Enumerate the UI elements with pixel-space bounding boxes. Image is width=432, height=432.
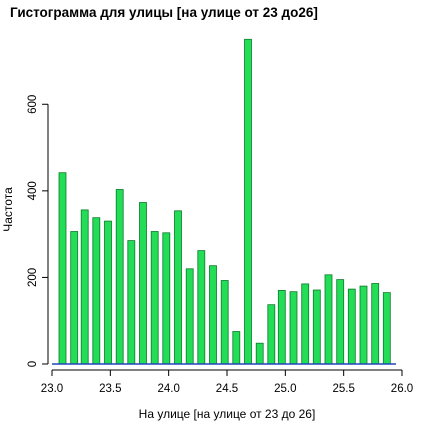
plot-area <box>52 38 396 365</box>
x-tick-label: 24.5 <box>216 383 238 395</box>
histogram-bar <box>139 202 147 365</box>
x-tick-label: 25.5 <box>332 383 354 395</box>
histogram-bar <box>267 304 276 365</box>
histogram-bar <box>312 289 321 365</box>
histogram-bar <box>58 172 67 365</box>
histogram-bar <box>127 240 136 365</box>
x-tick-label: 24.0 <box>157 383 179 395</box>
y-tick-label: 200 <box>27 268 39 287</box>
histogram-bar <box>277 289 286 365</box>
y-tick-label: 400 <box>27 181 39 200</box>
histogram-bar <box>115 189 124 365</box>
chart-title: Гистограмма для улицы [на улице от 23 до… <box>10 5 318 20</box>
histogram-bar <box>347 288 356 365</box>
x-tick-label: 26.0 <box>391 383 413 395</box>
x-tick-label: 25.0 <box>274 383 296 395</box>
y-tick-label: 600 <box>27 95 39 114</box>
x-axis: 23.0 23.5 24.0 24.5 25.0 25.5 26.0 <box>41 369 413 395</box>
histogram-bar <box>371 283 380 365</box>
histogram-bar <box>255 342 264 365</box>
histogram-bar <box>220 280 229 365</box>
histogram-bar <box>244 38 252 365</box>
x-tick-label: 23.5 <box>99 383 121 395</box>
histogram-bar <box>324 274 333 365</box>
histogram-bar <box>150 231 159 365</box>
y-axis: 0 200 400 600 <box>27 95 49 367</box>
histogram-bar <box>92 217 101 365</box>
histogram-bar <box>289 291 298 365</box>
histogram-bar <box>336 279 345 365</box>
histogram-bar <box>382 292 391 365</box>
histogram-bar <box>162 232 171 365</box>
y-tick-label: 0 <box>27 361 39 367</box>
histogram-bar <box>301 283 310 365</box>
histogram-bar <box>70 231 79 365</box>
histogram-bar <box>209 265 217 365</box>
bars-group <box>58 38 391 365</box>
histogram-bar <box>174 210 182 365</box>
histogram-bar <box>197 250 206 365</box>
histogram-bar <box>80 209 89 365</box>
histogram-bar <box>359 285 368 365</box>
x-tick-label: 23.0 <box>41 383 63 395</box>
y-axis-label: Частота <box>1 187 15 232</box>
x-axis-label: На улице [на улице от 23 до 26] <box>139 407 316 421</box>
histogram-bar <box>185 268 194 365</box>
histogram-bar <box>104 220 112 365</box>
histogram-bar <box>232 331 241 365</box>
